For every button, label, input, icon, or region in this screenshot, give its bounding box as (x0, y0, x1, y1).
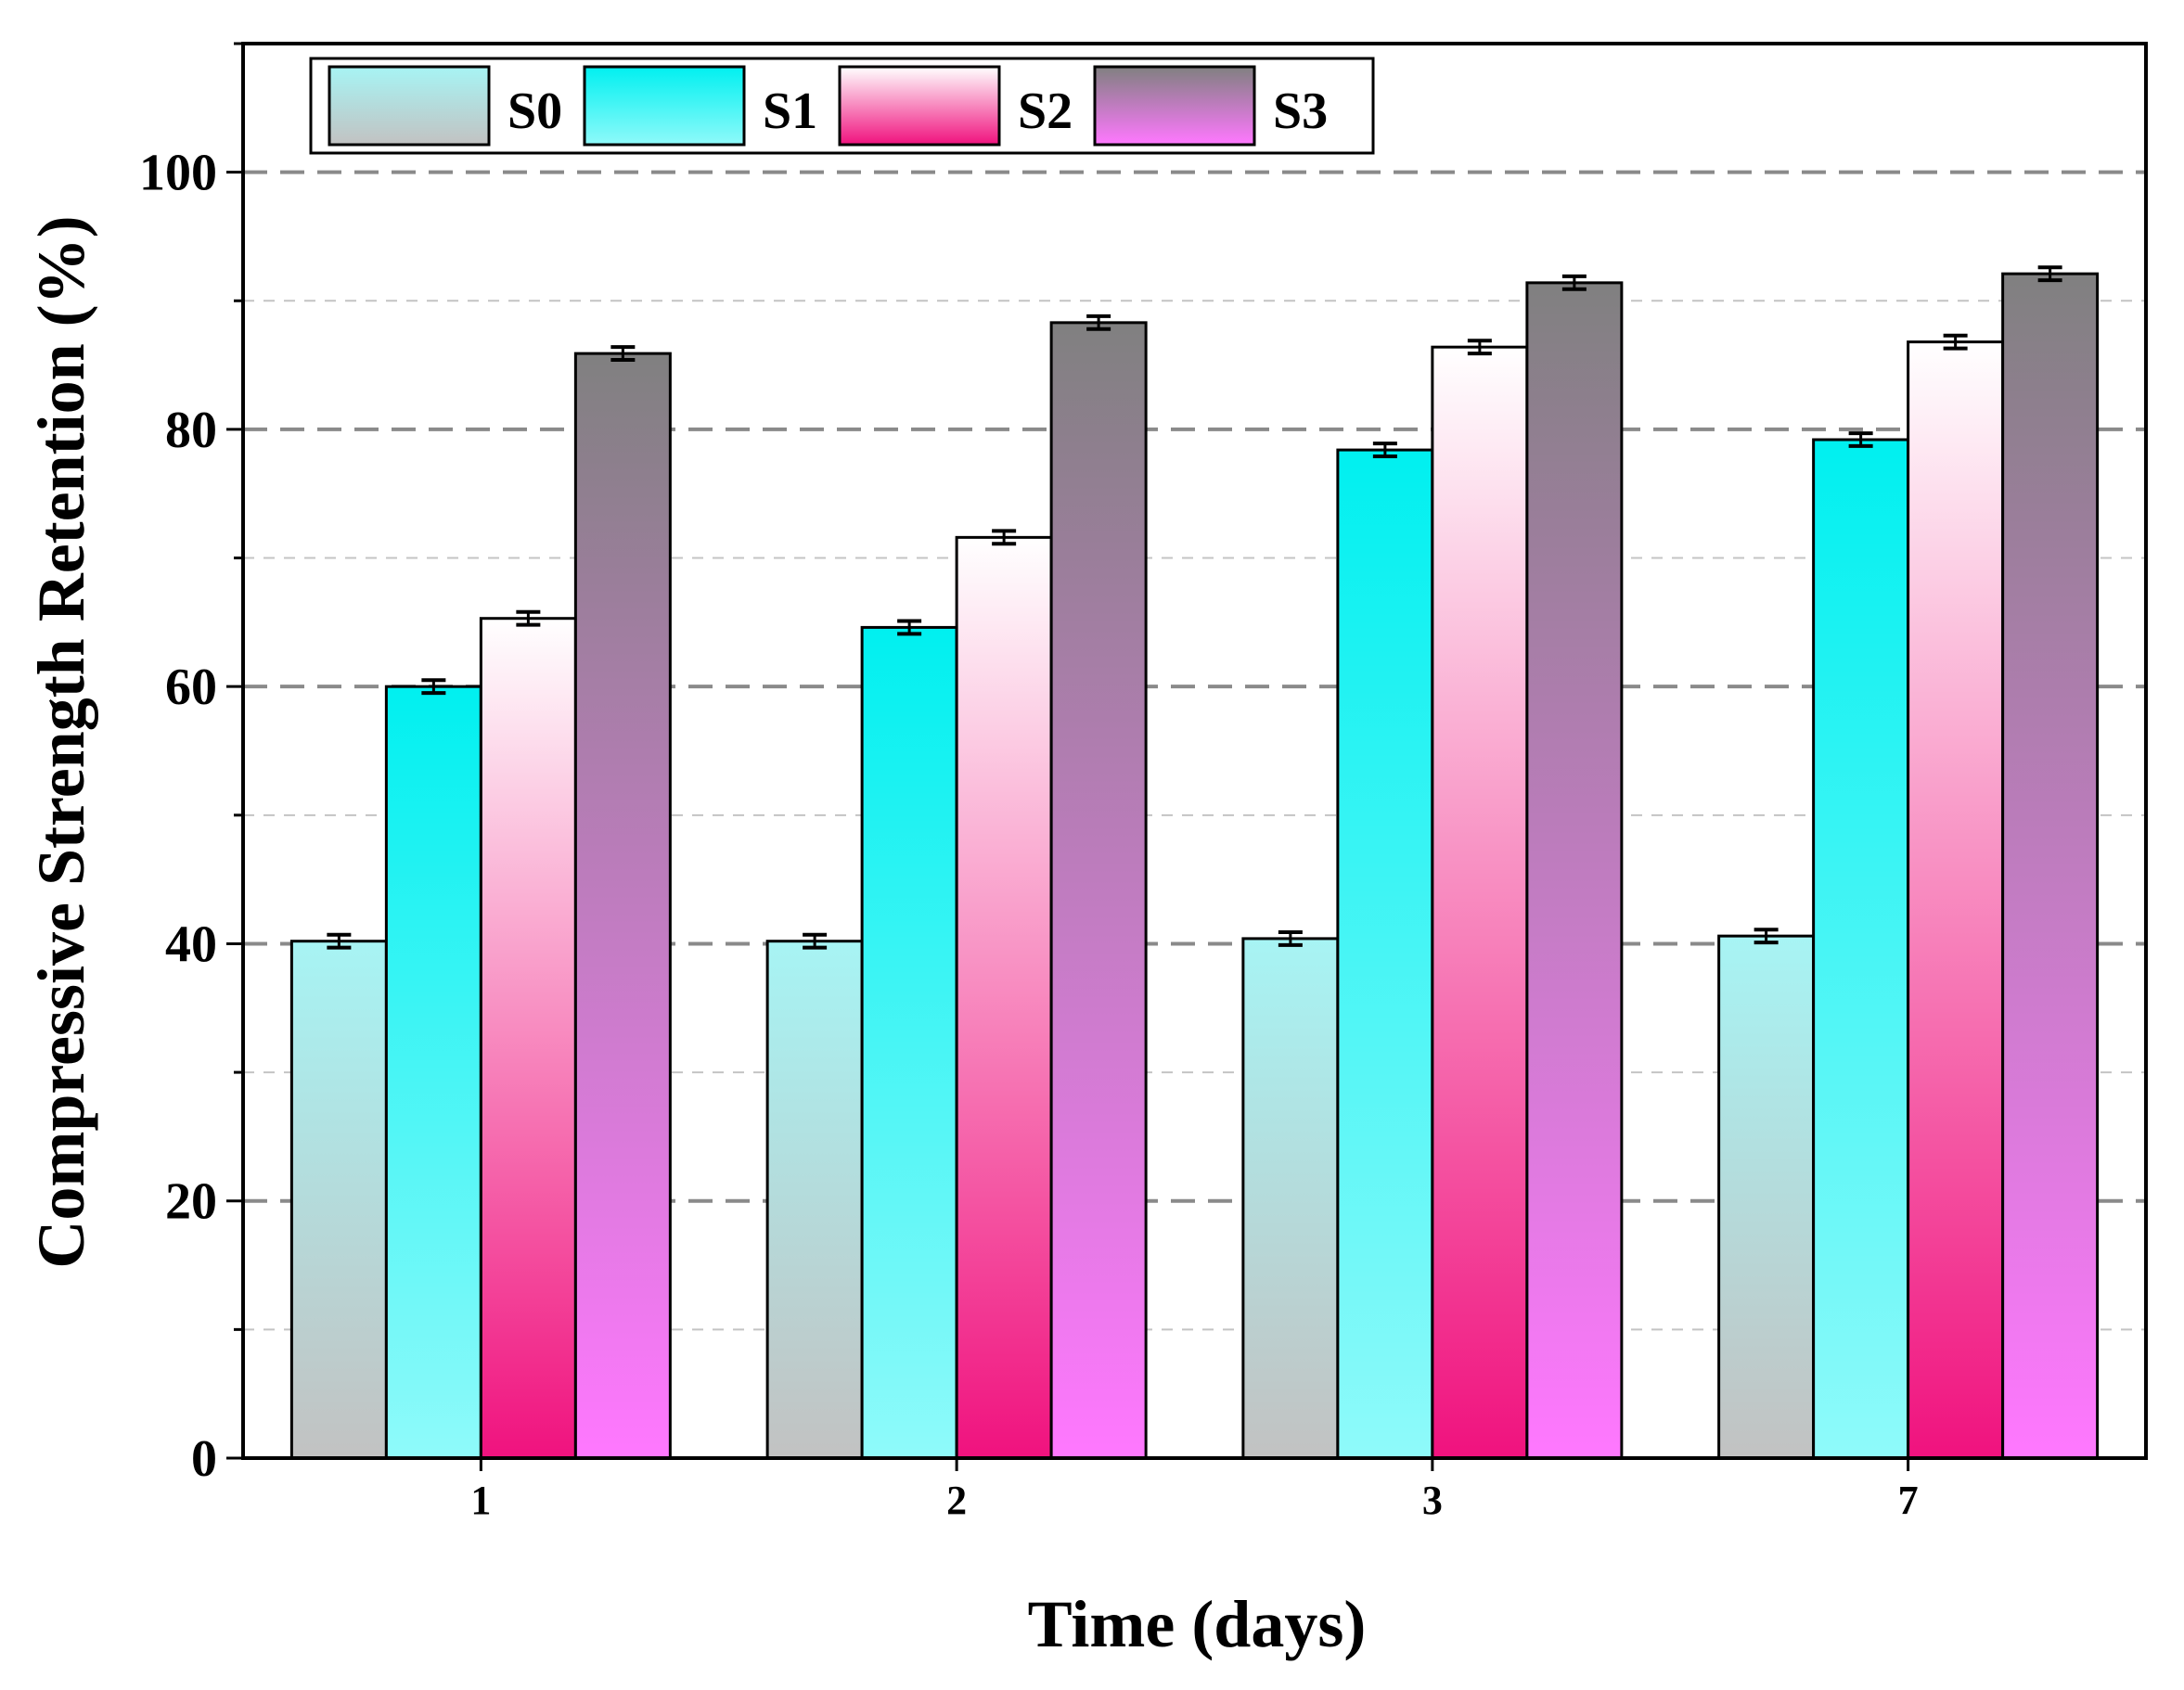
bar-S1-day-7 (1812, 438, 1910, 1460)
error-bar-S3-day-3 (1561, 274, 1587, 291)
error-bar-S3-day-7 (2037, 265, 2062, 283)
bar-S3-day-1 (573, 352, 672, 1460)
error-bar-S3-day-2 (1086, 314, 1111, 331)
error-bar-S2-day-1 (516, 609, 541, 627)
error-bar-S3-day-1 (610, 345, 636, 363)
legend-item-S0: S0 (328, 65, 562, 147)
y-tick-label: 0 (191, 1430, 217, 1488)
error-bar-S1-day-7 (1848, 431, 1873, 448)
x-axis-ticks: 1 2 3 7 (470, 1458, 1919, 1523)
error-bar-S0-day-2 (803, 932, 828, 950)
bar-S0-day-2 (765, 940, 864, 1460)
error-bar-S2-day-2 (992, 529, 1017, 546)
legend-item-S1: S1 (583, 65, 817, 147)
bar-S3-day-7 (2001, 272, 2100, 1460)
bar-S2-day-1 (479, 617, 577, 1460)
x-tick-label: 3 (1422, 1478, 1443, 1523)
bar-S0-day-3 (1241, 937, 1340, 1460)
y-axis-ticks: 0 20 40 60 80 100 (139, 42, 243, 1488)
legend-swatch-S2 (838, 65, 1001, 147)
legend-label-S0: S0 (507, 83, 562, 140)
y-tick-label: 100 (139, 145, 217, 202)
bar-S3-day-3 (1525, 281, 1624, 1460)
legend-swatch-S1 (583, 65, 746, 147)
bar-S0-day-1 (289, 940, 388, 1460)
legend-label-S1: S1 (763, 83, 817, 140)
error-bar-S1-day-2 (897, 619, 922, 636)
legend-swatch-S3 (1093, 65, 1256, 147)
error-bars (327, 265, 2062, 950)
error-bar-S1-day-3 (1372, 442, 1397, 459)
bars (289, 272, 2100, 1460)
bar-S2-day-3 (1431, 345, 1529, 1460)
legend-swatch-S0 (328, 65, 491, 147)
bar-S3-day-2 (1049, 321, 1148, 1460)
x-tick-label: 7 (1898, 1478, 1919, 1523)
x-tick-label: 1 (470, 1478, 491, 1523)
error-bar-S0-day-7 (1754, 928, 1779, 945)
x-axis-title: Time (days) (1028, 1587, 1367, 1661)
error-bar-S0-day-1 (327, 932, 352, 950)
y-tick-label: 20 (165, 1173, 217, 1231)
bar-S1-day-2 (860, 625, 958, 1460)
y-axis-title: Compressive Strength Retention (%) (24, 215, 98, 1268)
legend-item-S3: S3 (1093, 65, 1328, 147)
bar-S2-day-7 (1907, 340, 2005, 1460)
bar-S1-day-3 (1336, 448, 1434, 1460)
legend-label-S2: S2 (1018, 83, 1073, 140)
error-bar-S2-day-3 (1467, 339, 1492, 356)
legend: S0 S1 S2 S3 (309, 57, 1375, 155)
bar-S0-day-7 (1717, 934, 1816, 1460)
bar-S1-day-1 (384, 685, 482, 1460)
y-tick-label: 80 (165, 402, 217, 459)
legend-item-S2: S2 (838, 65, 1073, 147)
y-tick-label: 60 (165, 659, 217, 716)
error-bar-S0-day-3 (1278, 929, 1303, 947)
error-bar-S1-day-1 (421, 678, 446, 696)
bar-S2-day-2 (955, 535, 1053, 1460)
legend-label-S3: S3 (1273, 83, 1328, 140)
plot-frame (241, 42, 2148, 1460)
x-tick-label: 2 (946, 1478, 967, 1523)
y-tick-label: 40 (165, 915, 217, 973)
error-bar-S2-day-7 (1943, 333, 1968, 351)
